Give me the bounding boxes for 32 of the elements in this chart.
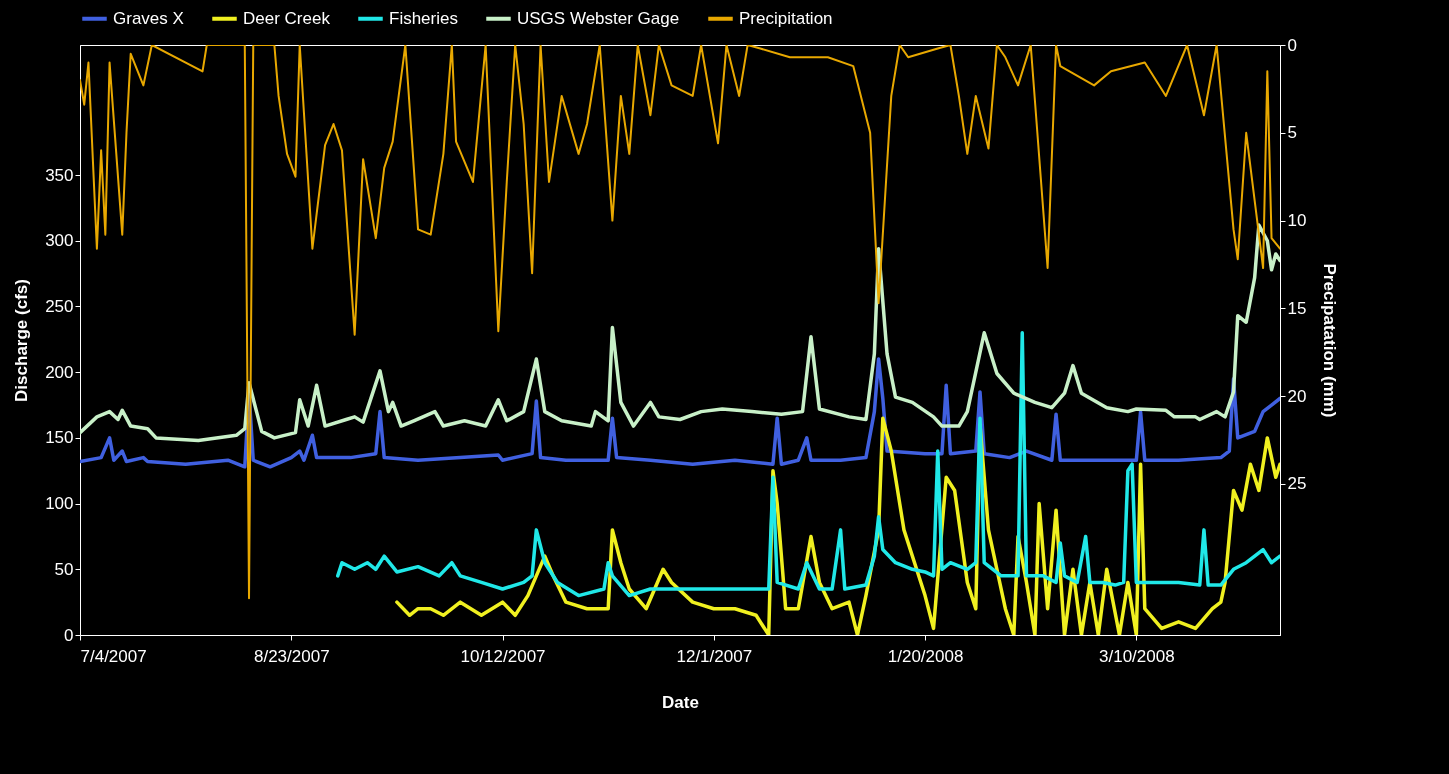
x-axis-title: Date — [662, 692, 699, 712]
y-tick-label: 100 — [45, 494, 74, 514]
x-tick-label: 7/4/2007 — [80, 646, 147, 666]
legend-label: Deer Creek — [243, 8, 331, 28]
x-tick-label: 3/10/2008 — [1099, 646, 1175, 666]
y2-tick-label: 0 — [1287, 35, 1297, 55]
legend-label: Graves X — [113, 8, 184, 28]
y2-tick-label: 10 — [1287, 211, 1307, 231]
y2-axis-title: Precipatation (mm) — [1320, 263, 1340, 418]
y-tick-label: 300 — [45, 231, 74, 251]
line-series — [80, 357, 1280, 469]
x-tick-label: 10/12/2007 — [460, 646, 546, 666]
line-series — [80, 45, 1280, 600]
y-tick-label: 50 — [54, 559, 74, 579]
legend-label: Precipitation — [739, 8, 833, 28]
x-tick-label: 12/1/2007 — [676, 646, 753, 666]
y2-tick-label: 15 — [1287, 298, 1307, 318]
y-tick-label: 350 — [45, 165, 74, 185]
x-tick-label: 8/23/2007 — [253, 646, 330, 666]
y2-tick-label: 25 — [1287, 474, 1307, 494]
y2-tick-label: 20 — [1287, 386, 1307, 406]
legend-label: Fisheries — [389, 8, 458, 28]
y-tick-label: 200 — [45, 362, 74, 382]
line-series — [80, 223, 1280, 443]
y-tick-label: 0 — [64, 625, 74, 645]
y2-tick-label: 5 — [1287, 123, 1297, 143]
legend-label: USGS Webster Gage — [517, 8, 680, 28]
y-tick-label: 150 — [45, 428, 74, 448]
y-axis-title: Discharge (cfs) — [12, 279, 32, 402]
line-series — [336, 331, 1280, 598]
x-tick-label: 1/20/2008 — [887, 646, 964, 666]
y-tick-label: 250 — [45, 296, 74, 316]
